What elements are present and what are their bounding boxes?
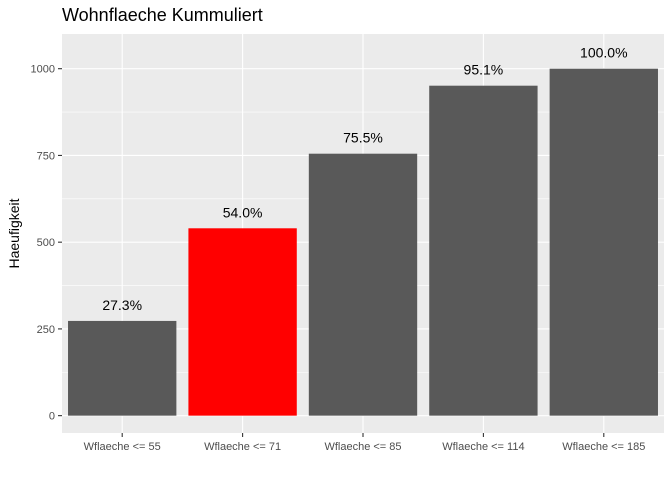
y-tick-label: 500 [37, 237, 55, 249]
bar [188, 228, 297, 416]
data-labels: 27.3% 54.0% 75.5% 95.1% 100.0% [102, 45, 627, 313]
bar [68, 320, 177, 416]
bar [429, 85, 538, 416]
data-label: 75.5% [343, 130, 383, 146]
x-axis-ticks: Wflaeche <= 55 Wflaeche <= 71 Wflaeche <= … [84, 433, 645, 453]
data-label: 27.3% [102, 297, 142, 313]
bars [68, 68, 658, 416]
chart-title: Wohnflaeche Kummuliert [62, 5, 263, 25]
data-label: 54.0% [223, 204, 263, 220]
x-tick-label: Wflaeche <= 71 [204, 441, 281, 453]
y-axis-ticks: 0 250 500 750 1000 [31, 64, 62, 423]
x-tick-label: Wflaeche <= 85 [324, 441, 401, 453]
data-label: 100.0% [580, 45, 627, 61]
bar [549, 68, 658, 416]
y-axis-title: Haeufigkeit [6, 198, 22, 268]
y-tick-label: 1000 [31, 64, 55, 76]
bar [308, 153, 418, 416]
x-tick-label: Wflaeche <= 185 [562, 441, 645, 453]
data-label: 95.1% [464, 62, 504, 78]
x-tick-label: Wflaeche <= 55 [84, 441, 161, 453]
y-tick-label: 750 [37, 150, 55, 162]
x-tick-label: Wflaeche <= 114 [442, 441, 524, 453]
y-tick-label: 250 [37, 324, 55, 336]
y-tick-label: 0 [49, 411, 55, 423]
